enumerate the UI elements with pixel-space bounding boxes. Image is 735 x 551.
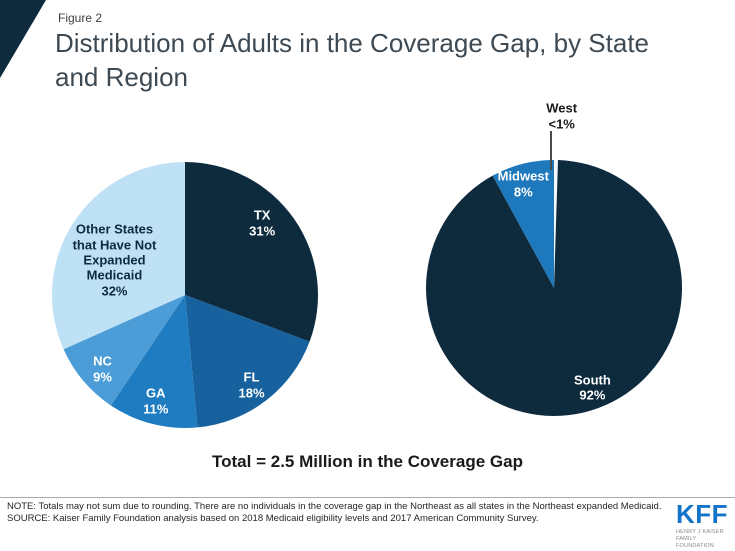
pie-slice-tx (185, 162, 319, 342)
footer-divider (0, 497, 735, 498)
source-text: SOURCE: Kaiser Family Foundation analysi… (7, 513, 539, 525)
pie-slice-other-states-that-have-not-expanded-medicaid (51, 162, 185, 350)
pie-slice-fl (185, 295, 310, 428)
corner-accent-triangle (0, 0, 46, 78)
pie-slice-nc (63, 295, 185, 406)
pie-chart-by-region: West <1% South 92% Midwest 8% (426, 101, 683, 416)
kff-logo-text: KFF (676, 499, 729, 529)
pie-leader-west (549, 130, 552, 171)
pie-slice-ga (110, 295, 198, 429)
pie-slice-south (426, 160, 683, 416)
pie-chart-by-state: TX 31% FL 18% GA 11% NC 9% Other States that… (51, 162, 319, 429)
pie-label-west: West <1% (546, 101, 578, 132)
footnotes: NOTE: Totals may not sum due to rounding… (7, 501, 662, 526)
note-text: NOTE: Totals may not sum due to rounding… (7, 501, 662, 512)
figure-number: Figure 2 (58, 11, 103, 25)
pie-slice-midwest (492, 160, 554, 288)
pie-slice-west (554, 159, 559, 288)
kff-logo: KFF HENRY J KAISER FAMILY FOUNDATION (676, 501, 735, 550)
figure-title: Distribution of Adults in the Coverage G… (55, 28, 650, 93)
coverage-gap-by-state-svg (51, 162, 319, 429)
coverage-gap-by-region-svg (426, 159, 683, 416)
kff-logo-subtext: HENRY J KAISER FAMILY FOUNDATION (676, 529, 724, 550)
total-label: Total = 2.5 Million in the Coverage Gap (212, 452, 523, 471)
